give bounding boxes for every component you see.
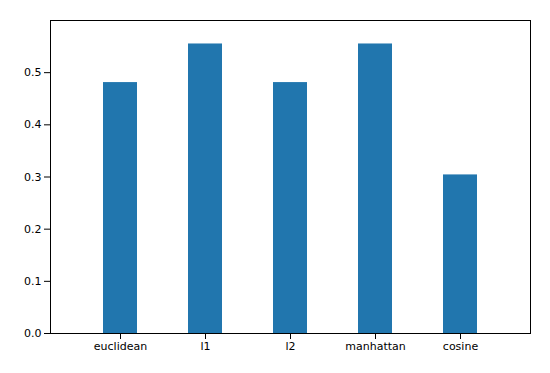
svg-text:cosine: cosine [443, 340, 479, 353]
svg-text:euclidean: euclidean [94, 340, 147, 353]
svg-text:l1: l1 [200, 340, 210, 353]
svg-text:0.0: 0.0 [24, 327, 42, 340]
svg-text:manhattan: manhattan [345, 340, 406, 353]
svg-text:0.4: 0.4 [24, 118, 42, 131]
svg-text:0.3: 0.3 [24, 171, 42, 184]
svg-text:0.1: 0.1 [24, 275, 42, 288]
svg-text:l2: l2 [285, 340, 295, 353]
svg-text:0.5: 0.5 [24, 66, 42, 79]
svg-text:0.2: 0.2 [24, 223, 42, 236]
